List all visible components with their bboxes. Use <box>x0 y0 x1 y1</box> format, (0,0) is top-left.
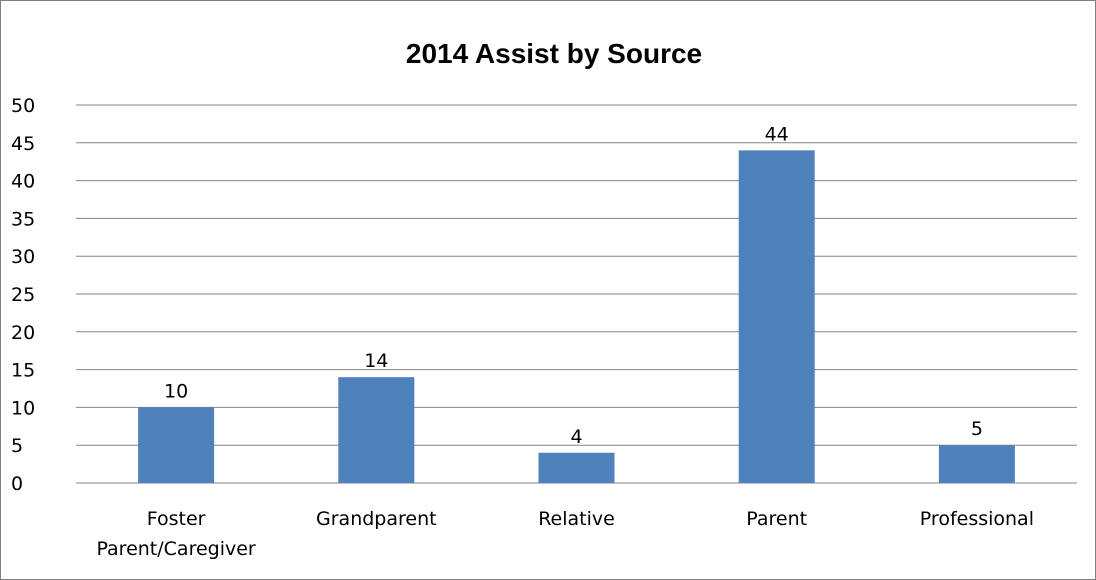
x-tick-label: Grandparent <box>316 508 437 530</box>
y-tick-label: 10 <box>11 397 35 419</box>
x-tick-label: Parent/Caregiver <box>96 538 255 560</box>
x-axis: Foster Parent/Caregiver Grandparent Relativ… <box>96 508 1034 560</box>
data-label: 44 <box>765 123 789 145</box>
bar <box>938 445 1015 483</box>
x-tick-label: Professional <box>920 508 1034 530</box>
y-tick-label: 30 <box>11 246 35 268</box>
bar <box>338 377 415 483</box>
data-label: 5 <box>971 418 983 440</box>
y-tick-label: 40 <box>11 171 35 193</box>
y-tick-label: 15 <box>11 360 35 382</box>
y-tick-label: 35 <box>11 208 35 230</box>
bar <box>738 150 815 484</box>
y-tick-label: 20 <box>11 322 35 344</box>
y-axis: 0 5 10 15 20 25 30 35 40 45 50 <box>11 95 35 495</box>
bars <box>138 150 1015 484</box>
bar <box>138 407 215 483</box>
y-tick-label: 45 <box>11 133 35 155</box>
y-tick-label: 0 <box>11 473 23 495</box>
data-label: 4 <box>570 426 582 448</box>
y-tick-label: 25 <box>11 284 35 306</box>
x-tick-label: Parent <box>746 508 807 530</box>
x-tick-label: Foster <box>147 508 206 530</box>
chart-title: 2014 Assist by Source <box>406 38 702 69</box>
data-label: 14 <box>364 350 388 372</box>
bar <box>538 452 615 483</box>
data-label: 10 <box>164 380 188 402</box>
x-tick-label: Relative <box>538 508 615 530</box>
gridlines <box>76 104 1077 484</box>
y-tick-label: 50 <box>11 95 35 117</box>
y-tick-label: 5 <box>11 435 23 457</box>
